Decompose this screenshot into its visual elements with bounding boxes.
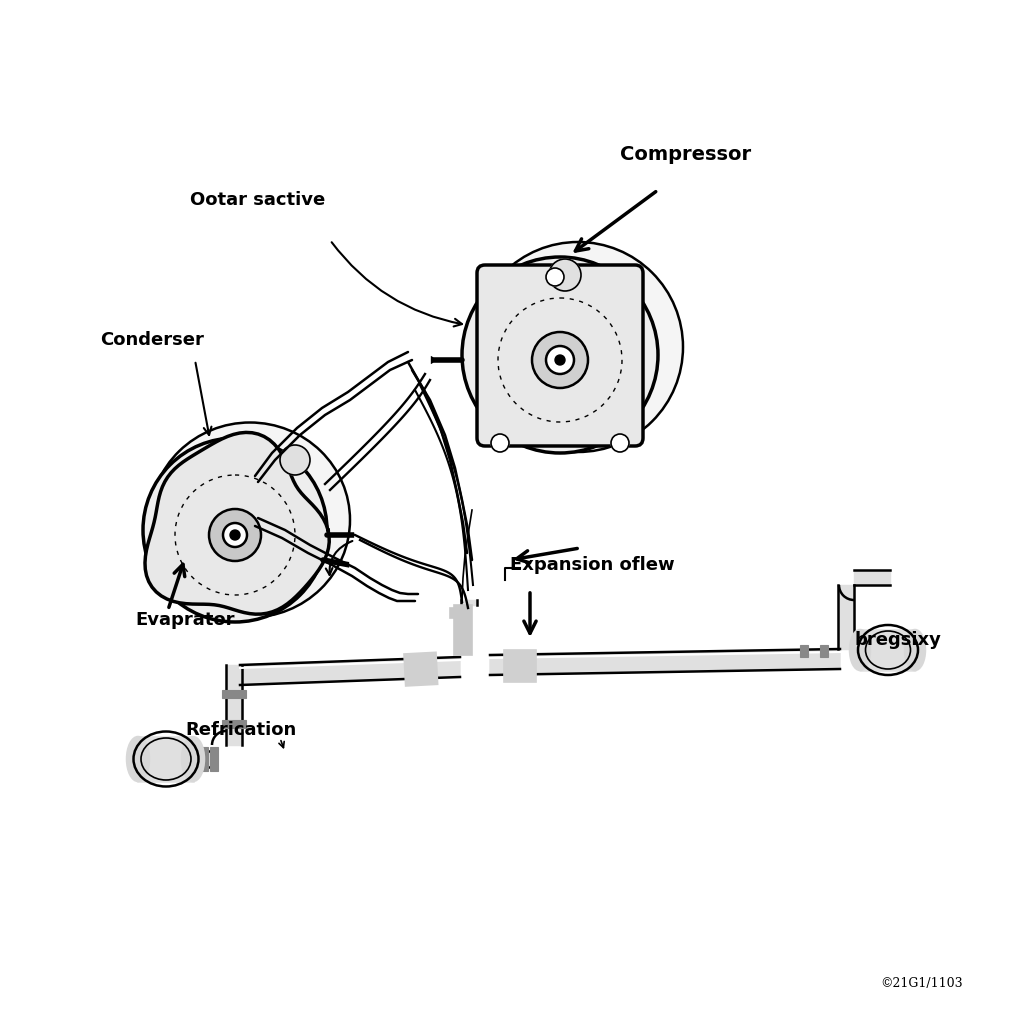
- Polygon shape: [226, 665, 242, 745]
- Circle shape: [473, 242, 683, 452]
- Text: ©21G1/1103: ©21G1/1103: [880, 977, 963, 990]
- Circle shape: [549, 259, 581, 291]
- Bar: [454, 605, 472, 655]
- Bar: [800, 645, 808, 657]
- Text: Evaprator: Evaprator: [135, 611, 234, 629]
- Bar: [210, 746, 218, 771]
- Bar: [222, 690, 246, 698]
- Ellipse shape: [850, 630, 870, 670]
- Bar: [820, 645, 828, 657]
- Ellipse shape: [127, 737, 150, 781]
- Bar: [200, 746, 208, 771]
- Circle shape: [546, 268, 564, 286]
- Polygon shape: [854, 570, 890, 585]
- Circle shape: [546, 346, 574, 374]
- Text: bregsixy: bregsixy: [855, 631, 942, 649]
- Ellipse shape: [905, 630, 925, 670]
- Circle shape: [209, 509, 261, 561]
- Circle shape: [223, 523, 247, 547]
- Ellipse shape: [182, 737, 204, 781]
- FancyBboxPatch shape: [477, 265, 643, 446]
- Bar: [404, 652, 437, 686]
- Polygon shape: [490, 649, 840, 675]
- Circle shape: [143, 438, 327, 622]
- Bar: [450, 608, 462, 618]
- Polygon shape: [160, 751, 212, 767]
- Bar: [860, 630, 915, 670]
- Bar: [412, 351, 430, 369]
- Ellipse shape: [150, 423, 350, 617]
- Circle shape: [230, 530, 240, 540]
- Circle shape: [555, 355, 565, 365]
- Text: Conderser: Conderser: [100, 331, 204, 349]
- Text: Compressor: Compressor: [620, 145, 752, 165]
- Bar: [222, 720, 246, 728]
- Text: Refrication: Refrication: [185, 721, 296, 739]
- Bar: [504, 650, 536, 682]
- Text: Ootar sactive: Ootar sactive: [190, 191, 326, 209]
- Text: Expansion oflew: Expansion oflew: [510, 556, 675, 574]
- Circle shape: [611, 434, 629, 452]
- Polygon shape: [240, 657, 460, 685]
- Circle shape: [532, 332, 588, 388]
- Polygon shape: [145, 432, 330, 614]
- Bar: [138, 737, 193, 781]
- Bar: [350, 558, 366, 572]
- Bar: [355, 524, 373, 542]
- Polygon shape: [838, 585, 854, 649]
- Circle shape: [462, 257, 658, 453]
- Polygon shape: [461, 600, 477, 605]
- Circle shape: [490, 434, 509, 452]
- Circle shape: [280, 445, 310, 475]
